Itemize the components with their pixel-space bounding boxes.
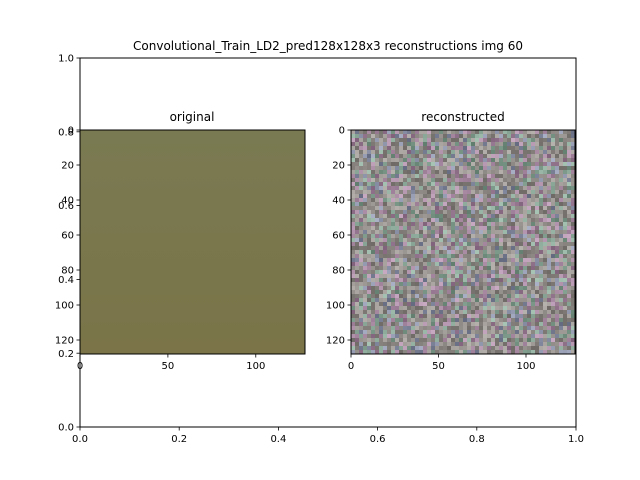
outer-y-tick-label: 0.6	[58, 201, 74, 212]
outer-y-tick-label: 0.0	[58, 423, 74, 434]
reconstructed-y-tick-label: 20	[332, 161, 345, 172]
reconstructed-y-tick-label: 0	[339, 126, 345, 137]
original-x-tick-label: 50	[162, 361, 175, 372]
reconstructed-y-tick-label: 60	[332, 231, 345, 242]
reconstructed-y-tick-label: 80	[332, 266, 345, 277]
figure-title: Convolutional_Train_LD2_pred128x128x3 re…	[133, 39, 523, 53]
original-axes-frame	[79, 129, 306, 355]
outer-x-tick-label: 1.0	[568, 434, 584, 445]
original-y-tick-label: 80	[61, 266, 74, 277]
reconstructed-title: reconstructed	[421, 110, 504, 124]
reconstructed-x-tick-label: 100	[516, 361, 535, 372]
original-image	[80, 130, 305, 354]
reconstructed-x-tick-label: 50	[432, 361, 445, 372]
original-y-tick-label: 60	[61, 231, 74, 242]
original-x-tick-label: 0	[77, 361, 83, 372]
original-y-tick-label: 0	[68, 126, 74, 137]
outer-x-tick-label: 0.6	[370, 434, 386, 445]
original-y-tick-label: 40	[61, 196, 74, 207]
outer-x-tick-label: 0.2	[171, 434, 187, 445]
reconstructed-x-tick-label: 0	[348, 361, 354, 372]
reconstructed-image	[351, 130, 575, 354]
original-title: original	[170, 110, 215, 124]
original-y-tick-label: 120	[55, 336, 74, 347]
reconstructed-y-tick-label: 40	[332, 196, 345, 207]
reconstructed-axes-frame	[350, 129, 576, 355]
outer-y-tick-label: 0.8	[58, 127, 74, 138]
outer-x-tick-label: 0.0	[72, 434, 88, 445]
original-y-tick-label: 100	[55, 301, 74, 312]
outer-x-tick-label: 0.8	[469, 434, 485, 445]
reconstructed-y-tick-label: 100	[326, 301, 345, 312]
original-panel: original 0 50 100 0 20 40 60 80 100 120	[55, 110, 306, 372]
original-y-tick-label: 20	[61, 161, 74, 172]
outer-y-tick-label: 0.4	[58, 275, 74, 286]
outer-y-tick-label: 0.2	[58, 349, 74, 360]
original-x-tick-label: 100	[246, 361, 265, 372]
reconstructed-panel: reconstructed 0 50 100 0 20 40 60 80 100 120	[326, 110, 576, 372]
outer-x-tick-label: 0.4	[270, 434, 286, 445]
reconstructed-y-tick-label: 120	[326, 336, 345, 347]
outer-y-tick-label: 1.0	[58, 54, 74, 65]
outer-axes: 0.0 0.2 0.4 0.6 0.8 1.0 0.0 0.2 0.4 0.6 0.8 1.0	[58, 54, 584, 445]
